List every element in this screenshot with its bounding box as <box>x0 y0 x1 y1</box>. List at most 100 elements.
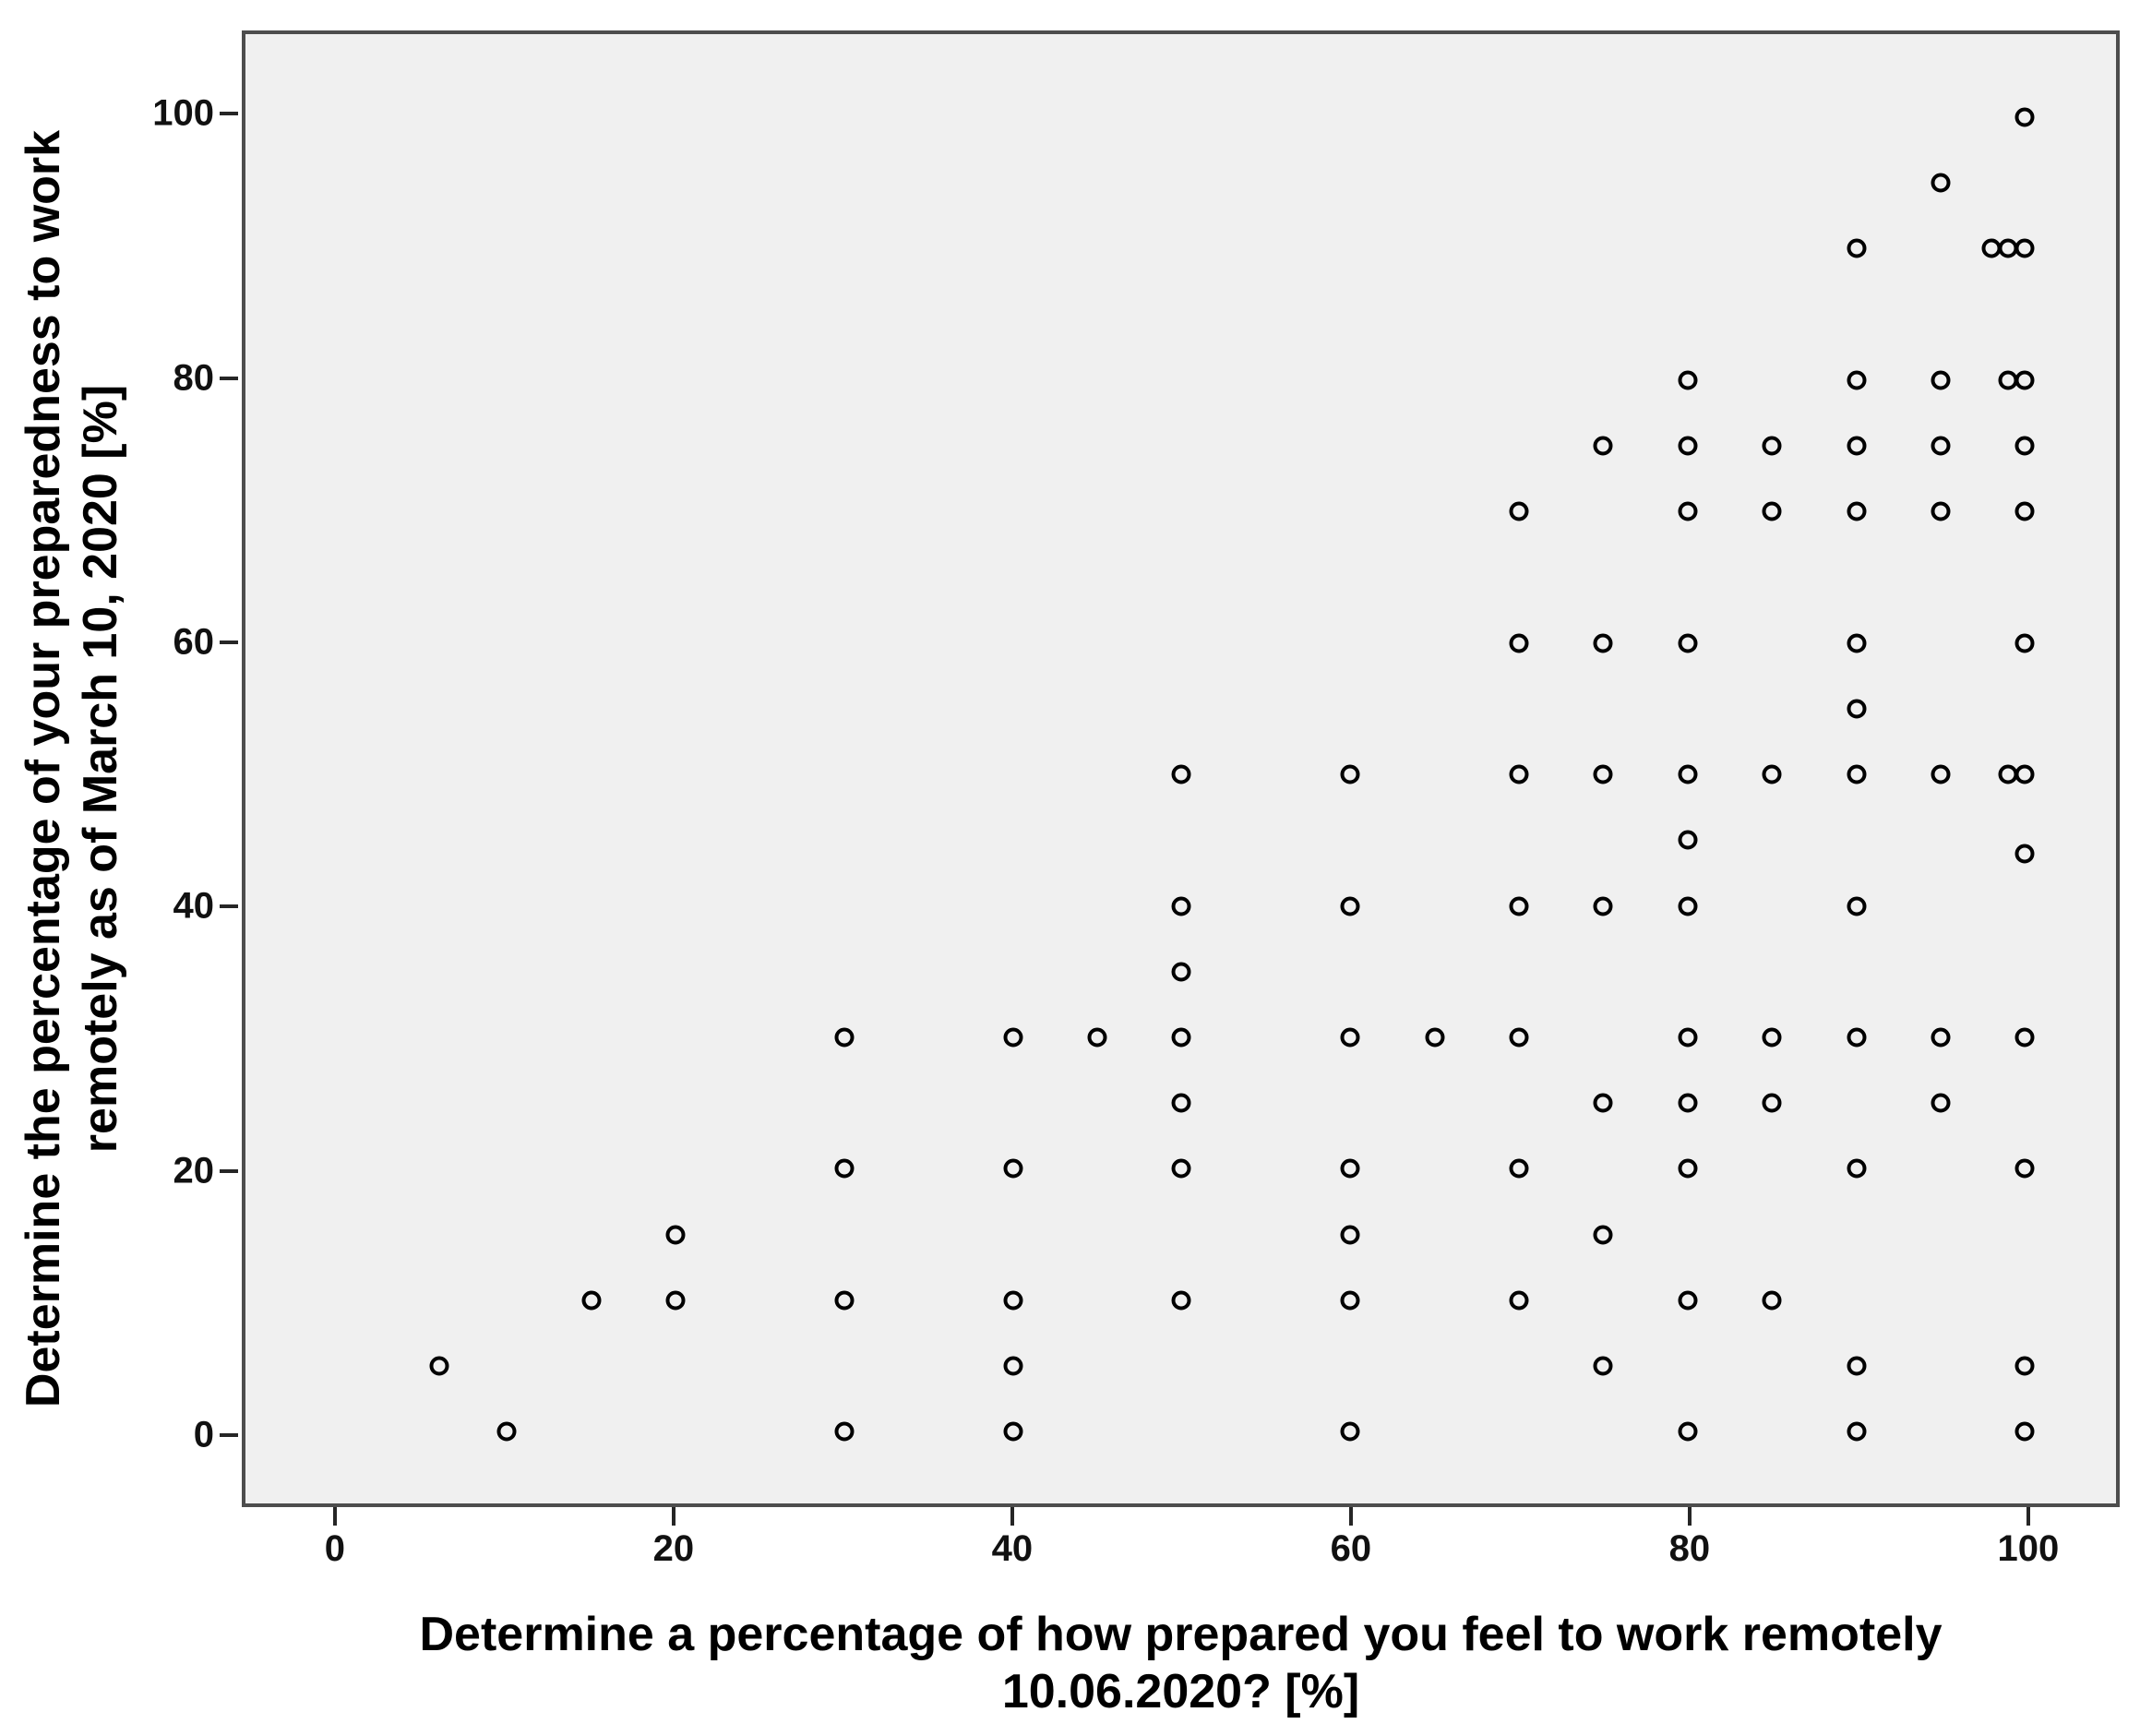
data-point <box>1847 1158 1867 1179</box>
x-tick-mark <box>671 1507 675 1526</box>
data-point <box>1847 633 1867 653</box>
data-point <box>1593 1093 1613 1113</box>
x-axis-title-line1: Determine a percentage of how prepared y… <box>419 1608 1943 1661</box>
data-point <box>1762 501 1782 521</box>
data-point <box>1171 1093 1191 1113</box>
data-point <box>1340 1158 1360 1179</box>
data-point <box>1509 764 1529 784</box>
data-point <box>2014 764 2035 784</box>
data-point <box>1678 1421 1698 1442</box>
data-point <box>1003 1356 1023 1376</box>
x-tick-mark <box>1687 1507 1692 1526</box>
data-point <box>1425 1027 1445 1048</box>
data-point <box>1678 1027 1698 1048</box>
data-point <box>1931 1093 1951 1113</box>
data-point <box>1762 436 1782 456</box>
data-point <box>834 1421 855 1442</box>
x-tick-label: 100 <box>1997 1528 2060 1569</box>
y-tick-mark <box>220 904 238 909</box>
data-point <box>1847 699 1867 719</box>
data-point <box>1340 896 1360 916</box>
y-tick-label: 80 <box>173 357 215 399</box>
y-tick-mark <box>220 1168 238 1173</box>
data-point <box>1762 1290 1782 1311</box>
x-tick-label: 20 <box>652 1528 695 1569</box>
y-tick-label: 100 <box>152 92 214 134</box>
data-point <box>665 1290 686 1311</box>
data-point <box>1171 896 1191 916</box>
data-point <box>1509 1290 1529 1311</box>
data-point <box>1593 633 1613 653</box>
data-point <box>2014 1356 2035 1376</box>
data-point <box>1678 501 1698 521</box>
data-point <box>1678 1093 1698 1113</box>
data-point <box>1593 1225 1613 1245</box>
plot-area <box>242 30 2120 1507</box>
data-point <box>1340 1421 1360 1442</box>
data-point <box>1847 896 1867 916</box>
data-point <box>2014 633 2035 653</box>
data-point <box>1762 764 1782 784</box>
data-point <box>2014 107 2035 127</box>
x-tick-mark <box>332 1507 337 1526</box>
data-point <box>1003 1421 1023 1442</box>
data-point <box>1171 1027 1191 1048</box>
data-point <box>1847 1421 1867 1442</box>
data-point <box>1509 501 1529 521</box>
data-point <box>1340 764 1360 784</box>
data-point <box>2014 1421 2035 1442</box>
data-point <box>1847 1027 1867 1048</box>
y-tick-mark <box>220 1432 238 1437</box>
data-point <box>581 1290 602 1311</box>
y-tick-label: 0 <box>193 1414 214 1455</box>
data-point <box>1171 764 1191 784</box>
data-point <box>1340 1027 1360 1048</box>
data-point <box>1678 436 1698 456</box>
data-point <box>1003 1290 1023 1311</box>
data-point <box>2014 436 2035 456</box>
data-point <box>1678 896 1698 916</box>
data-point <box>1678 1158 1698 1179</box>
data-point <box>2014 844 2035 864</box>
data-point <box>1003 1158 1023 1179</box>
data-point <box>1593 436 1613 456</box>
data-point <box>1171 1290 1191 1311</box>
data-point <box>1762 1027 1782 1048</box>
y-tick-label: 60 <box>173 621 215 663</box>
x-tick-label: 0 <box>324 1528 346 1569</box>
x-axis-tick-labels: 0 20 40 60 80 100 <box>242 1528 2120 1584</box>
y-axis-tick-labels: 0 20 40 60 80 100 <box>0 30 214 1507</box>
data-point <box>1762 1093 1782 1113</box>
data-point <box>1171 962 1191 982</box>
data-point <box>1509 896 1529 916</box>
data-point <box>1931 370 1951 390</box>
data-point <box>1509 1158 1529 1179</box>
data-point <box>2014 501 2035 521</box>
data-point <box>1678 370 1698 390</box>
data-point <box>834 1027 855 1048</box>
data-point <box>1678 633 1698 653</box>
x-axis-title: Determine a percentage of how prepared y… <box>242 1606 2120 1720</box>
data-point <box>1340 1225 1360 1245</box>
y-tick-label: 20 <box>173 1150 215 1191</box>
y-tick-label: 40 <box>173 885 215 927</box>
data-point <box>1171 1158 1191 1179</box>
y-axis-tick-marks <box>220 30 242 1507</box>
data-point <box>496 1421 517 1442</box>
data-point <box>1593 764 1613 784</box>
data-point <box>1593 1356 1613 1376</box>
data-point <box>665 1225 686 1245</box>
data-point <box>1847 238 1867 258</box>
data-point <box>834 1290 855 1311</box>
data-point <box>1678 830 1698 850</box>
y-tick-mark <box>220 376 238 380</box>
x-tick-label: 80 <box>1668 1528 1711 1569</box>
x-axis-tick-marks <box>242 1507 2120 1529</box>
data-point <box>1847 764 1867 784</box>
data-point <box>2014 238 2035 258</box>
x-tick-label: 60 <box>1330 1528 1372 1569</box>
x-tick-label: 40 <box>991 1528 1034 1569</box>
x-tick-mark <box>1010 1507 1014 1526</box>
y-tick-mark <box>220 112 238 116</box>
